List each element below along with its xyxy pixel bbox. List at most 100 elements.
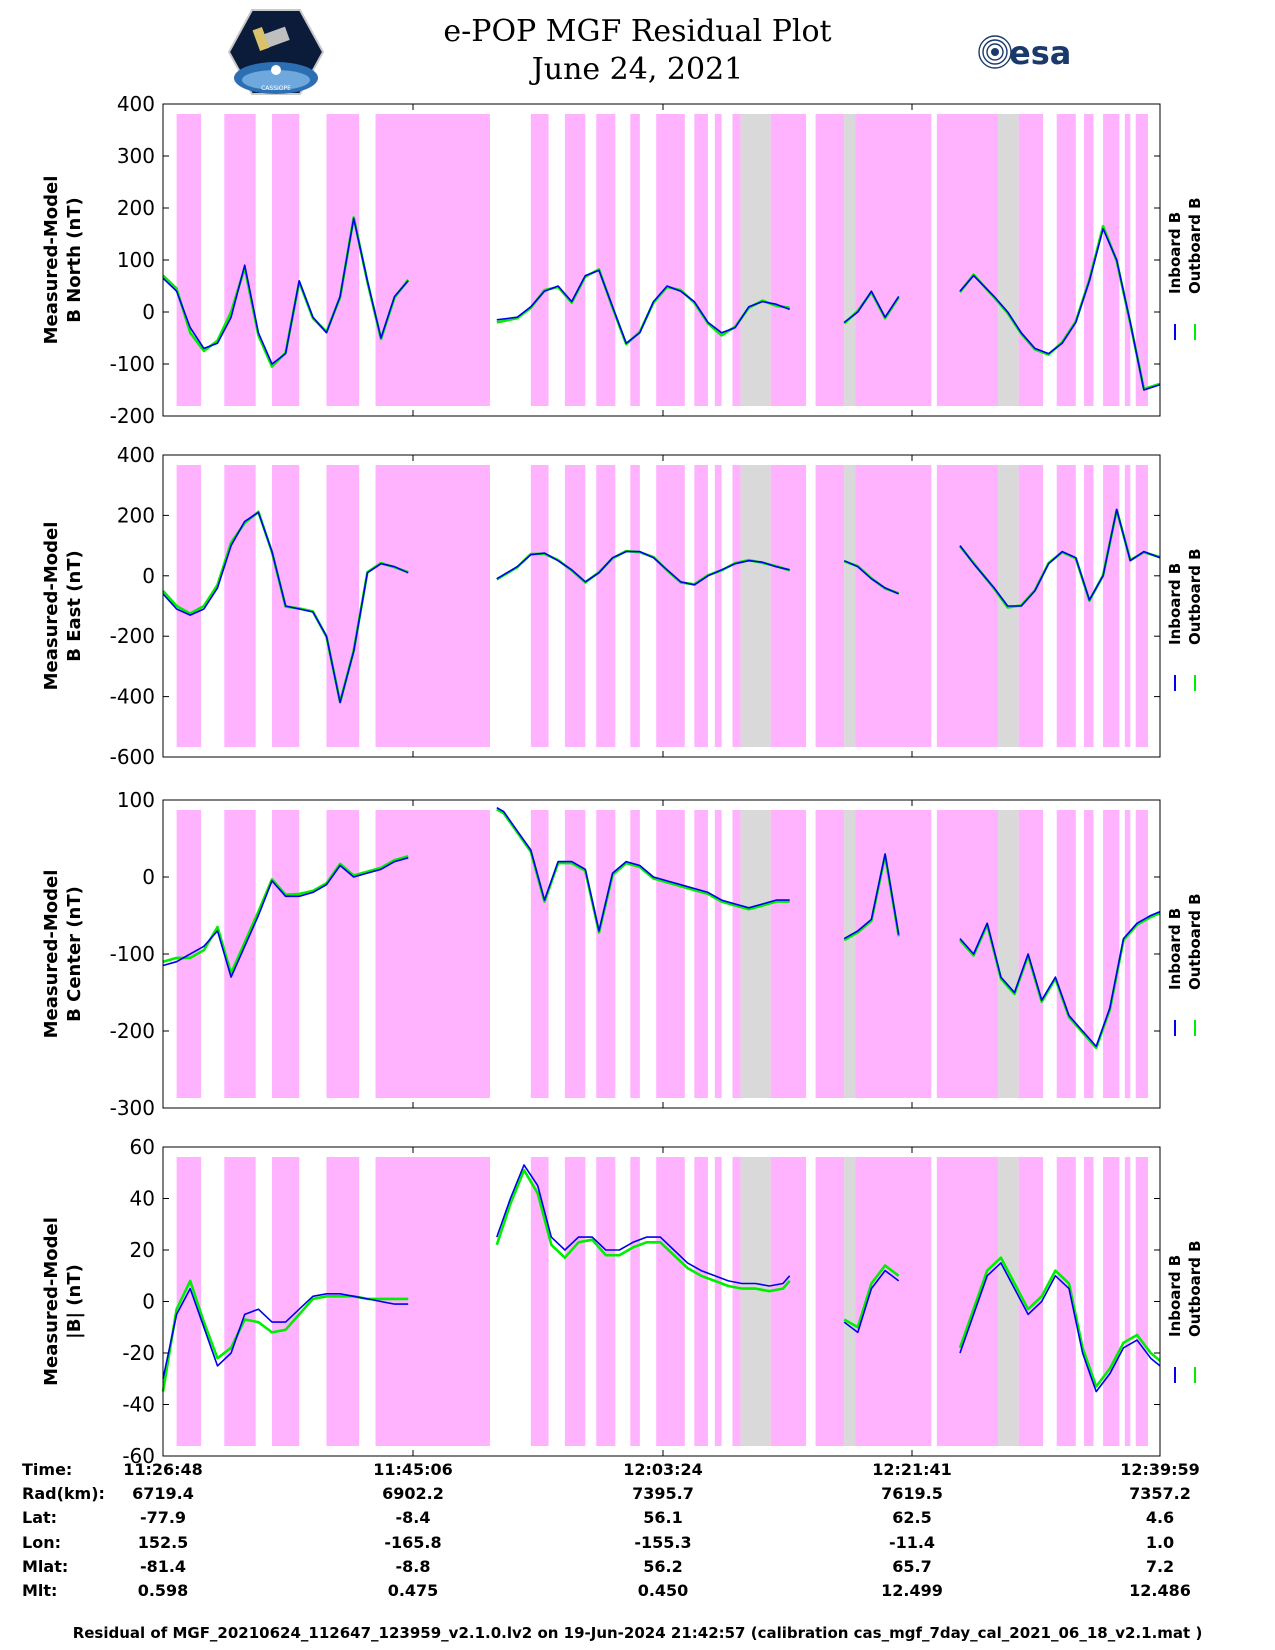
gray-band [844, 114, 856, 406]
gray-band [998, 1157, 1019, 1446]
gray-band [998, 114, 1019, 406]
chart-date: June 24, 2021 [531, 52, 744, 87]
table-row-label: Lat: [22, 1508, 58, 1527]
table-cell: 6719.4 [132, 1484, 194, 1503]
magenta-band [1083, 810, 1094, 1098]
table-cell: 0.450 [637, 1581, 689, 1600]
magenta-band [326, 1157, 360, 1446]
magenta-band [630, 114, 640, 406]
logo-left-caption: CASSIOPE [261, 85, 291, 92]
magenta-band [815, 1157, 845, 1446]
table-cell: 0.598 [137, 1581, 189, 1600]
magenta-band [656, 810, 685, 1098]
footer-caption: Residual of MGF_20210624_112647_123959_v… [72, 1624, 1203, 1642]
magenta-band [596, 114, 616, 406]
y-axis-label-units: B Center (nT) [64, 886, 85, 1022]
table-cell: 152.5 [137, 1533, 189, 1552]
magenta-band [1124, 114, 1131, 406]
magenta-band [714, 810, 722, 1098]
inboard-series-line [162, 217, 409, 365]
y-axis-label-units: B North (nT) [64, 197, 85, 323]
inboard-series-line [162, 1287, 409, 1379]
table-cell: 7619.5 [881, 1484, 943, 1503]
y-tick-label: 100 [117, 788, 155, 812]
magenta-band [694, 1157, 708, 1446]
legend-outboard-label: Outboard B [1186, 893, 1204, 990]
table-cell: 56.2 [643, 1557, 683, 1576]
magenta-band [1056, 810, 1076, 1098]
magenta-band [1103, 465, 1120, 747]
magenta-band [564, 1157, 586, 1446]
table-cell: 12:21:41 [872, 1460, 952, 1479]
magenta-band [1018, 1157, 1044, 1446]
magenta-band [694, 114, 708, 406]
gray-band [998, 810, 1019, 1098]
magenta-band [1103, 810, 1120, 1098]
legend-inboard-label: Inboard B [1166, 212, 1184, 294]
magenta-band [375, 465, 490, 747]
magenta-band [224, 1157, 256, 1446]
gray-band [740, 465, 771, 747]
magenta-band [1135, 465, 1149, 747]
table-cell: 0.475 [387, 1581, 439, 1600]
table-row-label: Mlt: [22, 1581, 58, 1600]
magenta-band [224, 114, 256, 406]
y-tick-label: -300 [110, 1096, 155, 1120]
magenta-band [564, 810, 586, 1098]
magenta-band [1124, 810, 1131, 1098]
plot-frame [162, 454, 1161, 758]
magenta-band [326, 465, 360, 747]
magenta-band [271, 114, 300, 406]
y-axis-label: Measured-Model [41, 1217, 62, 1386]
legend-outboard-label: Outboard B [1186, 197, 1204, 294]
table-cell: 4.6 [1145, 1508, 1175, 1527]
magenta-band [1135, 810, 1149, 1098]
table-row-label: Mlat: [22, 1557, 69, 1576]
y-axis-label-units: |B| (nT) [64, 1264, 85, 1339]
table-cell: 11:26:48 [123, 1460, 203, 1479]
table-cell: 7395.7 [632, 1484, 694, 1503]
y-axis-label-units: B East (nT) [64, 550, 85, 662]
magenta-band [1018, 114, 1044, 406]
magenta-band [564, 465, 586, 747]
magenta-band [1056, 1157, 1076, 1446]
magenta-band [1124, 1157, 1131, 1446]
table-row-label: Lon: [22, 1533, 61, 1552]
magenta-band [855, 810, 932, 1098]
y-tick-label: -200 [110, 1019, 155, 1043]
magenta-band [596, 1157, 616, 1446]
legend-inboard-label: Inboard B [1166, 563, 1184, 645]
y-tick-label: 60 [130, 1135, 155, 1159]
inboard-series-line [843, 853, 900, 940]
magenta-band [656, 465, 685, 747]
magenta-band [714, 114, 722, 406]
gray-band [844, 810, 856, 1098]
table-cell: 12.486 [1129, 1581, 1191, 1600]
y-tick-label: -100 [110, 352, 155, 376]
magenta-band [656, 1157, 685, 1446]
inboard-series-line [496, 1164, 791, 1287]
magenta-band [1135, 114, 1149, 406]
magenta-band [855, 465, 932, 747]
magenta-band [1124, 465, 1131, 747]
table-cell: -155.3 [634, 1533, 692, 1552]
magenta-band [732, 810, 741, 1098]
table-cell: -81.4 [139, 1557, 187, 1576]
table-cell: 1.0 [1145, 1533, 1175, 1552]
legend-inboard-label: Inboard B [1166, 1255, 1184, 1337]
y-axis-label: Measured-Model [41, 176, 62, 345]
magenta-band [815, 465, 845, 747]
table-cell: 7357.2 [1129, 1484, 1191, 1503]
table-row-label: Time: [22, 1460, 73, 1479]
outboard-series-line [958, 1256, 1161, 1388]
magenta-band [630, 1157, 640, 1446]
inboard-series-line [959, 228, 1161, 391]
esa-logo: esa [978, 34, 1071, 72]
magenta-band [271, 810, 300, 1098]
inboard-series-line [843, 559, 900, 595]
magenta-band [375, 810, 490, 1098]
magenta-band [176, 114, 202, 406]
y-tick-label: 200 [117, 503, 155, 527]
magenta-band [1135, 1157, 1149, 1446]
